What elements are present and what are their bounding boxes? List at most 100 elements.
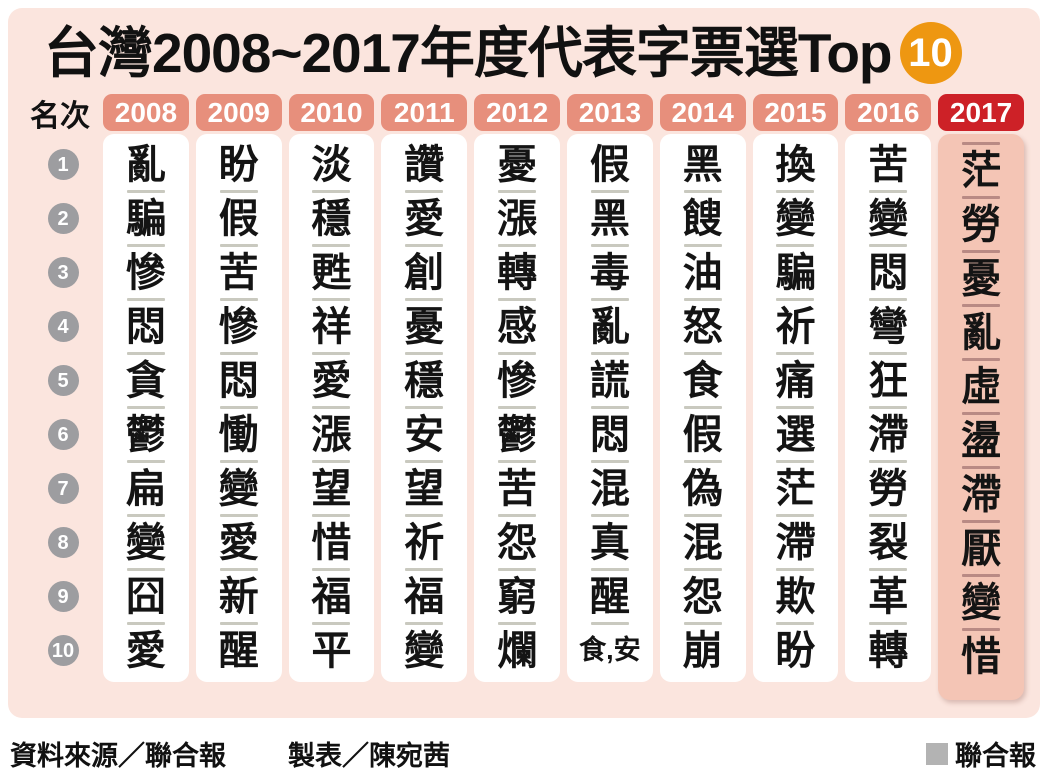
char-cell: 惜	[938, 633, 1024, 680]
char-cell: 淡	[311, 142, 352, 187]
char-cell: 平	[289, 627, 375, 674]
rank-cell: 7	[30, 465, 96, 512]
char-cell: 爛	[474, 627, 560, 674]
char-cell: 福	[289, 573, 375, 620]
char-cell: 慘	[103, 249, 189, 296]
char-cell: 盼	[218, 142, 259, 187]
char-cell: 亂	[125, 142, 166, 187]
rank-cell: 4	[30, 303, 96, 350]
char-cell: 愛	[289, 357, 375, 404]
rank-badge-6: 6	[47, 419, 79, 450]
year-column-2012: 2012 憂 漲 轉 感 慘 鬱 苦 怨 窮 爛	[474, 94, 560, 682]
year-column-2009: 2009 盼 假 苦 慘 悶 慟 變 愛 新 醒	[195, 94, 282, 682]
rank-badge-5: 5	[47, 365, 79, 396]
char-cell: 鬱	[103, 411, 189, 458]
char-cell: 假	[589, 142, 630, 187]
char-cell: 假	[660, 411, 746, 458]
char-cell: 祈	[753, 303, 839, 350]
char-cell: 愛	[103, 627, 189, 674]
year-column-2014: 2014 黑 餿 油 怒 食 假 偽 混 怨 崩	[659, 94, 746, 682]
char-cell: 亂	[567, 303, 653, 350]
year-body-2017: 茫 勞 憂 亂 虛 盪 滯 厭 變 惜	[938, 134, 1024, 700]
char-cell: 勞	[938, 201, 1024, 248]
char-cell: 祈	[381, 519, 467, 566]
year-header-2013: 2013	[566, 94, 653, 131]
year-header-2008: 2008	[103, 94, 189, 131]
char-cell: 食	[660, 357, 746, 404]
char-cell: 愛	[381, 195, 467, 242]
rank-column-header: 名次	[30, 99, 90, 133]
char-cell: 穩	[289, 195, 375, 242]
year-header-2009: 2009	[195, 94, 282, 131]
char-cell: 怨	[474, 519, 560, 566]
rank-badge-2: 2	[47, 203, 79, 234]
char-cell: 慘	[196, 303, 282, 350]
year-body-2012: 憂 漲 轉 感 慘 鬱 苦 怨 窮 爛	[474, 134, 560, 682]
char-cell: 鬱	[474, 411, 560, 458]
char-cell: 黑	[567, 195, 653, 242]
char-cell: 狂	[845, 357, 931, 404]
year-column-2013: 2013 假 黑 毒 亂 謊 悶 混 真 醒 食,安	[566, 94, 653, 682]
year-body-2009: 盼 假 苦 慘 悶 慟 變 愛 新 醒	[195, 134, 282, 682]
year-body-2013: 假 黑 毒 亂 謊 悶 混 真 醒 食,安	[566, 134, 653, 682]
year-column-2017: 2017 茫 勞 憂 亂 虛 盪 滯 厭 變 惜	[938, 94, 1024, 700]
char-cell: 變	[196, 465, 282, 512]
char-cell: 苦	[868, 142, 909, 187]
year-column-2010: 2010 淡 穩 甦 祥 愛 漲 望 惜 福 平	[288, 94, 375, 682]
char-cell: 望	[289, 465, 375, 512]
char-cell: 偽	[660, 465, 746, 512]
char-cell: 望	[381, 465, 467, 512]
title-row: 台灣2008~2017年度代表字票選Top 10	[30, 18, 1024, 86]
char-cell: 食,安	[567, 627, 653, 674]
char-cell: 虛	[938, 363, 1024, 410]
brand-mark: 聯合報	[926, 734, 1036, 773]
rank-cell: 8	[30, 519, 96, 566]
char-cell: 變	[753, 195, 839, 242]
char-cell: 窮	[474, 573, 560, 620]
rank-cell: 1	[30, 141, 96, 188]
rank-badge-4: 4	[47, 311, 79, 342]
year-header-2015: 2015	[752, 94, 839, 131]
char-cell: 轉	[845, 627, 931, 674]
char-cell: 慟	[196, 411, 282, 458]
char-cell: 醒	[196, 627, 282, 674]
char-cell: 苦	[196, 249, 282, 296]
char-cell: 穩	[381, 357, 467, 404]
char-cell: 選	[753, 411, 839, 458]
year-header-2017: 2017	[938, 94, 1024, 131]
rank-cell: 2	[30, 195, 96, 242]
top10-badge: 10	[899, 22, 962, 84]
char-cell: 惜	[289, 519, 375, 566]
char-cell: 漲	[474, 195, 560, 242]
char-cell: 混	[660, 519, 746, 566]
rank-cell: 6	[30, 411, 96, 458]
char-cell: 甦	[289, 249, 375, 296]
year-header-2011: 2011	[381, 94, 468, 131]
char-cell: 謊	[567, 357, 653, 404]
char-cell: 慘	[474, 357, 560, 404]
char-cell: 轉	[474, 249, 560, 296]
year-header-2012: 2012	[474, 94, 560, 131]
year-body-2008: 亂 騙 慘 悶 貪 鬱 扁 變 囧 愛	[103, 134, 189, 682]
char-cell: 混	[567, 465, 653, 512]
year-table: 名次 1 2 3 4 5 6 7 8 9 10 2008 亂 騙 慘 悶 貪	[30, 94, 1024, 700]
char-cell: 憂	[381, 303, 467, 350]
char-cell: 憂	[938, 255, 1024, 302]
rank-column: 名次 1 2 3 4 5 6 7 8 9 10	[30, 94, 96, 682]
char-cell: 茫	[753, 465, 839, 512]
char-cell: 悶	[567, 411, 653, 458]
rank-column-body: 1 2 3 4 5 6 7 8 9 10	[30, 134, 96, 682]
char-cell: 祥	[289, 303, 375, 350]
char-cell: 盼	[753, 627, 839, 674]
char-cell: 亂	[938, 309, 1024, 356]
year-header-2014: 2014	[659, 94, 746, 131]
year-body-2015: 換 變 騙 祈 痛 選 茫 滯 欺 盼	[752, 134, 839, 682]
brand-square-icon	[926, 742, 948, 765]
char-cell: 新	[196, 573, 282, 620]
year-column-2016: 2016 苦 變 悶 彎 狂 滯 勞 裂 革 轉	[845, 94, 932, 682]
year-header-2016: 2016	[845, 94, 932, 131]
char-cell: 油	[660, 249, 746, 296]
rank-badge-10: 10	[47, 635, 79, 666]
char-cell: 滯	[753, 519, 839, 566]
char-cell: 騙	[753, 249, 839, 296]
